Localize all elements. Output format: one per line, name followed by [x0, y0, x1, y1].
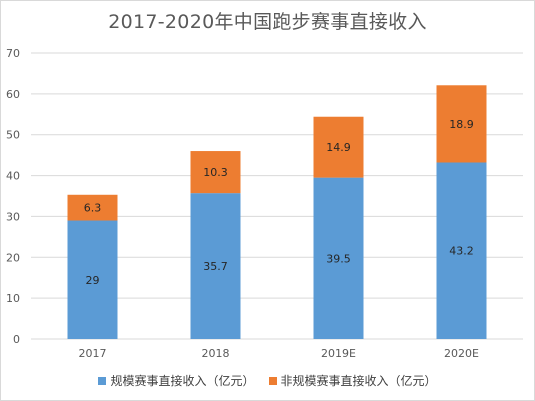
data-label: 29: [86, 274, 100, 287]
data-label: 18.9: [449, 118, 474, 131]
y-tick-label: 50: [6, 129, 20, 142]
legend-item-scale: 规模赛事直接收入（亿元）: [98, 372, 255, 389]
x-tick-label: 2017: [79, 347, 107, 360]
data-label: 10.3: [203, 166, 228, 179]
bar-scale: [313, 177, 364, 339]
x-tick-label: 2018: [202, 347, 230, 360]
bar-scale: [67, 220, 118, 339]
bar-nonscale: [190, 151, 241, 194]
y-tick-label: 40: [6, 170, 20, 183]
bar-nonscale: [436, 85, 487, 163]
chart-title: 2017-2020年中国跑步赛事直接收入: [108, 11, 427, 33]
bar-scale: [190, 193, 241, 339]
chart-legend: 规模赛事直接收入（亿元） 非规模赛事直接收入（亿元）: [1, 372, 534, 389]
legend-label-nonscale: 非规模赛事直接收入（亿元）: [280, 374, 437, 388]
y-tick-label: 30: [6, 210, 20, 223]
data-label: 35.7: [203, 260, 228, 273]
legend-swatch-nonscale: [268, 376, 277, 385]
x-tick-label: 2019E: [321, 347, 356, 360]
y-tick-label: 60: [6, 88, 20, 101]
y-tick-label: 20: [6, 251, 20, 264]
legend-swatch-scale: [98, 376, 107, 385]
y-tick-label: 70: [6, 47, 20, 60]
legend-label-scale: 规模赛事直接收入（亿元）: [110, 374, 255, 388]
x-tick-label: 2020E: [444, 347, 479, 360]
y-tick-label: 10: [6, 292, 20, 305]
bar-scale: [436, 162, 487, 339]
data-label: 39.5: [326, 252, 351, 265]
data-label: 6.3: [84, 202, 102, 215]
bar-nonscale: [67, 194, 118, 221]
y-tick-label: 0: [13, 333, 20, 346]
bar-nonscale: [313, 116, 364, 178]
data-label: 43.2: [449, 245, 474, 258]
legend-item-nonscale: 非规模赛事直接收入（亿元）: [268, 372, 437, 389]
data-label: 14.9: [326, 141, 351, 154]
